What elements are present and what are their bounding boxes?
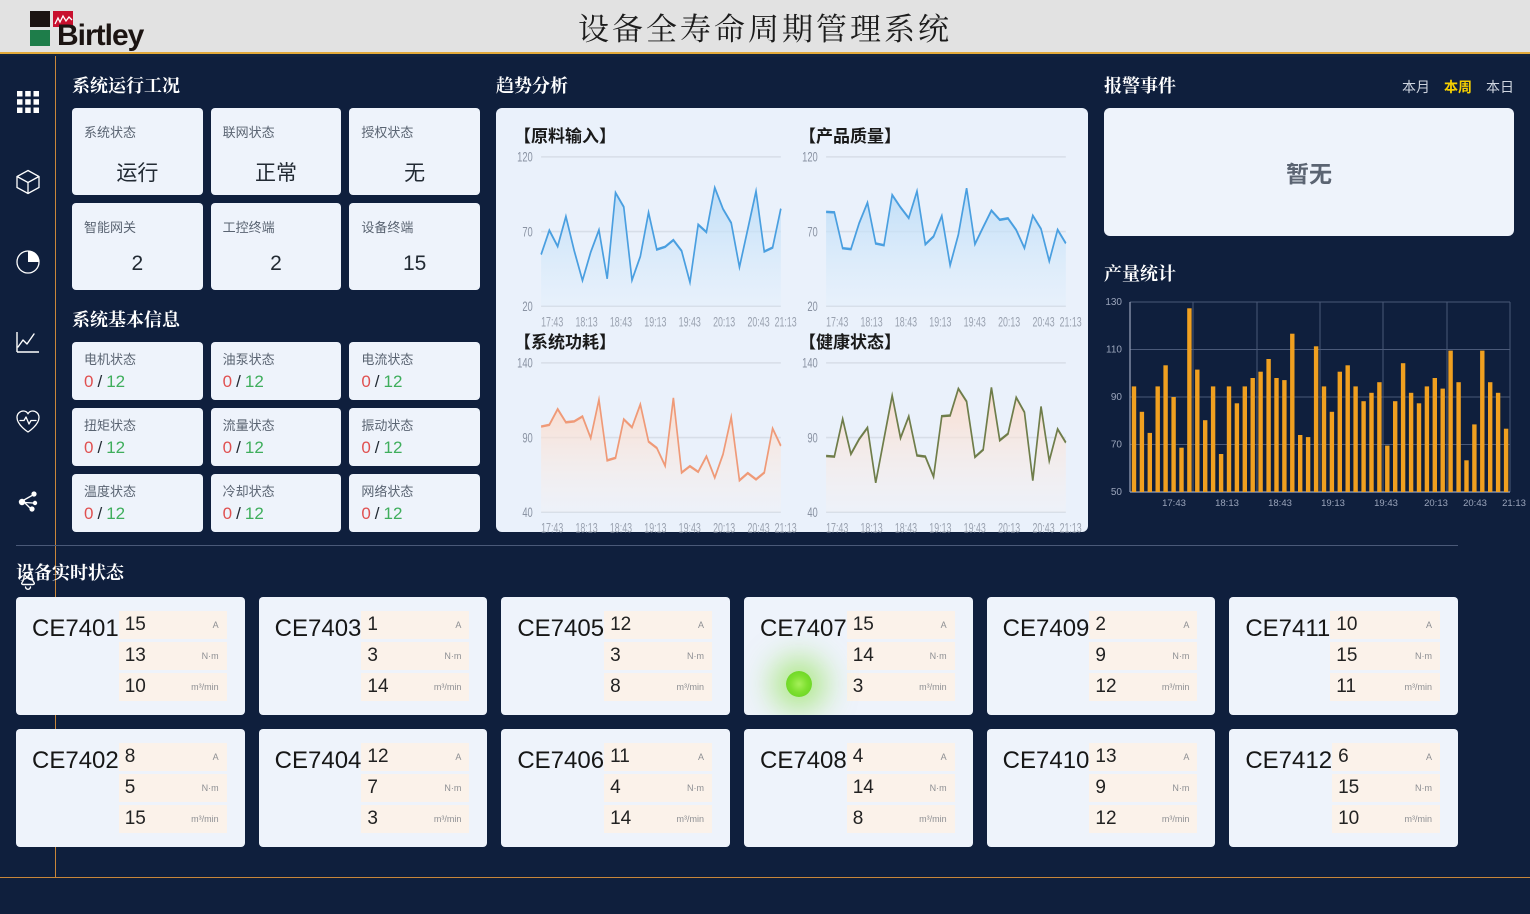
- svg-text:19:43: 19:43: [679, 522, 701, 536]
- svg-text:20:13: 20:13: [713, 522, 735, 536]
- svg-text:70: 70: [1111, 440, 1123, 451]
- svg-text:40: 40: [522, 504, 533, 521]
- svg-text:90: 90: [522, 429, 533, 446]
- svg-text:17:43: 17:43: [541, 316, 563, 330]
- svg-text:21:13: 21:13: [775, 316, 797, 330]
- svg-text:19:13: 19:13: [644, 316, 666, 330]
- svg-text:140: 140: [802, 355, 818, 372]
- svg-text:19:43: 19:43: [1374, 498, 1398, 509]
- svg-text:18:13: 18:13: [860, 316, 882, 330]
- svg-text:17:43: 17:43: [1162, 498, 1186, 509]
- svg-text:20:13: 20:13: [998, 522, 1020, 536]
- svg-text:70: 70: [522, 223, 533, 240]
- svg-text:18:43: 18:43: [1268, 498, 1292, 509]
- svg-text:17:43: 17:43: [826, 316, 848, 330]
- svg-text:70: 70: [807, 223, 818, 240]
- svg-text:17:43: 17:43: [541, 522, 563, 536]
- svg-text:20:13: 20:13: [1424, 498, 1448, 509]
- svg-text:90: 90: [807, 429, 818, 446]
- svg-text:19:13: 19:13: [929, 316, 951, 330]
- svg-text:120: 120: [802, 149, 818, 166]
- svg-text:18:13: 18:13: [575, 316, 597, 330]
- svg-text:20:13: 20:13: [998, 316, 1020, 330]
- svg-text:21:13: 21:13: [1060, 316, 1082, 330]
- svg-text:50: 50: [1111, 487, 1123, 498]
- svg-text:18:43: 18:43: [895, 316, 917, 330]
- svg-text:18:13: 18:13: [1215, 498, 1239, 509]
- svg-text:20:43: 20:43: [1463, 498, 1487, 509]
- svg-text:90: 90: [1111, 392, 1123, 403]
- svg-text:110: 110: [1106, 345, 1122, 356]
- svg-text:18:13: 18:13: [860, 522, 882, 536]
- svg-text:19:43: 19:43: [679, 316, 701, 330]
- svg-text:18:13: 18:13: [575, 522, 597, 536]
- svg-text:20:43: 20:43: [747, 316, 769, 330]
- svg-text:19:13: 19:13: [929, 522, 951, 536]
- svg-text:20:43: 20:43: [1032, 316, 1054, 330]
- svg-text:21:13: 21:13: [1060, 522, 1082, 536]
- svg-text:17:43: 17:43: [826, 522, 848, 536]
- svg-text:40: 40: [807, 504, 818, 521]
- svg-text:20:43: 20:43: [747, 522, 769, 536]
- svg-text:20:13: 20:13: [713, 316, 735, 330]
- svg-text:140: 140: [517, 355, 533, 372]
- svg-text:19:13: 19:13: [1321, 498, 1345, 509]
- svg-text:19:43: 19:43: [964, 316, 986, 330]
- svg-text:18:43: 18:43: [895, 522, 917, 536]
- svg-text:18:43: 18:43: [610, 522, 632, 536]
- svg-text:20:43: 20:43: [1032, 522, 1054, 536]
- svg-text:21:13: 21:13: [775, 522, 797, 536]
- svg-text:120: 120: [517, 149, 533, 166]
- svg-text:21:13: 21:13: [1502, 498, 1526, 509]
- svg-text:19:43: 19:43: [964, 522, 986, 536]
- svg-text:20: 20: [522, 298, 533, 315]
- svg-text:130: 130: [1105, 297, 1122, 308]
- svg-text:20: 20: [807, 298, 818, 315]
- svg-text:19:13: 19:13: [644, 522, 666, 536]
- svg-text:18:43: 18:43: [610, 316, 632, 330]
